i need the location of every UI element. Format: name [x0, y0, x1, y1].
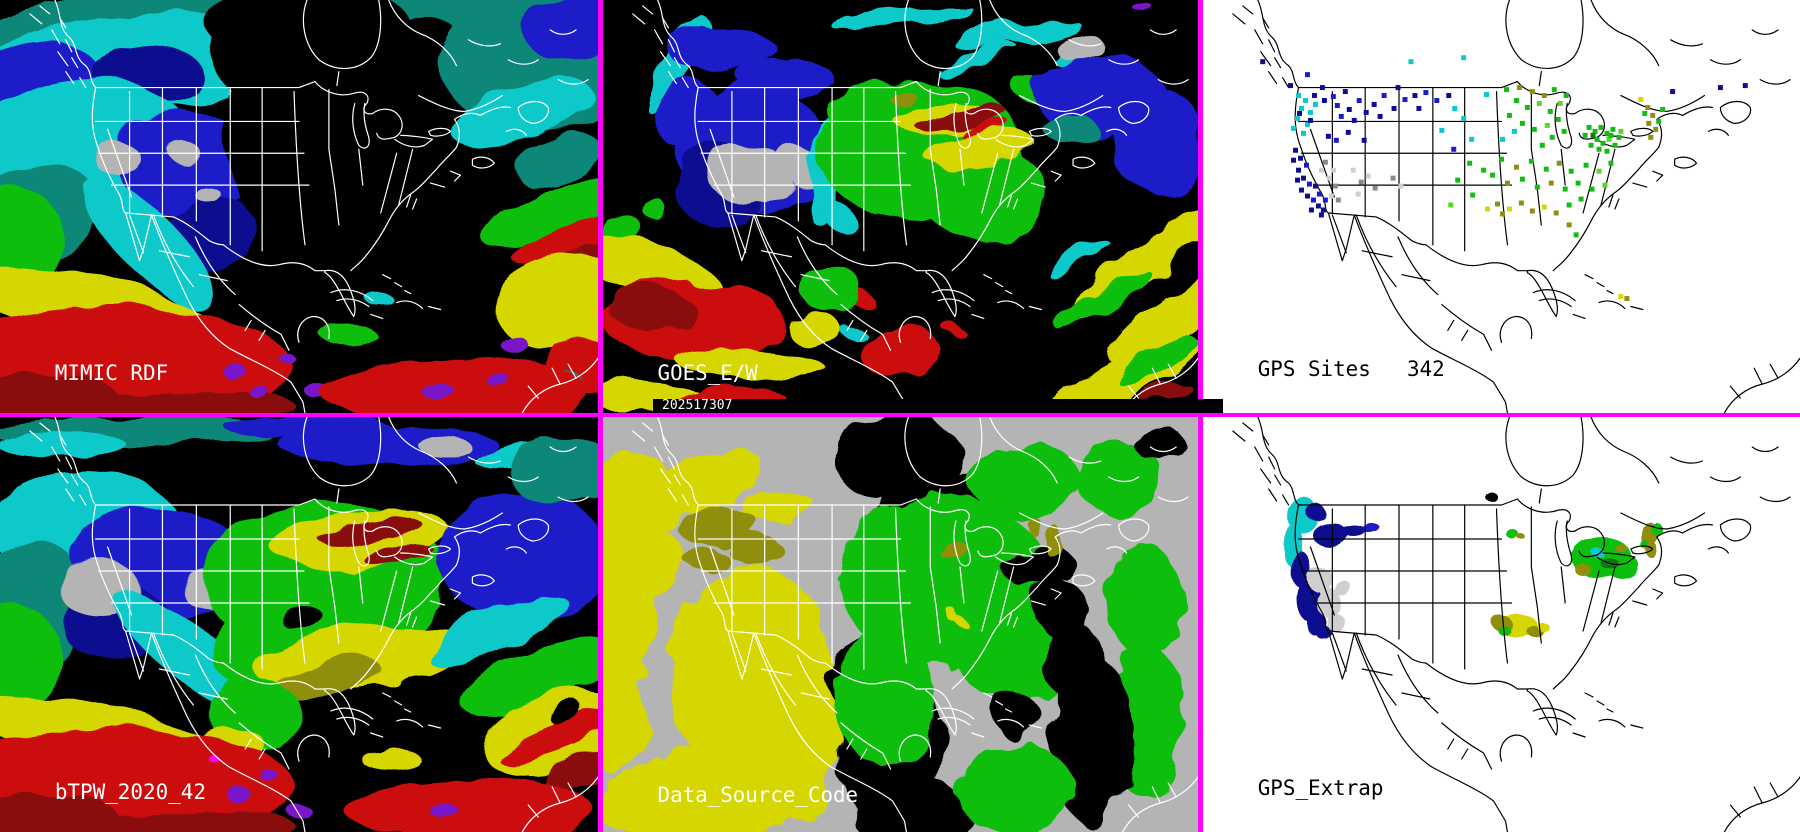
panel-label-goes: GOES_E/W: [658, 361, 759, 385]
goes-ew-map-image: GOES_E/W: [603, 0, 1198, 413]
panel-gps-extrap[interactable]: GPS_Extrap: [1203, 417, 1800, 832]
panel-goes-ew[interactable]: GOES_E/W: [603, 0, 1198, 413]
panel-background: [1203, 0, 1800, 413]
timestamp-text: 202517307: [662, 398, 733, 413]
panel-gps-sites[interactable]: GPS Sites 342: [1203, 0, 1800, 413]
data-source-map-image: Data_Source_Code: [603, 417, 1198, 832]
btpw-map-image: bTPW_2020_42: [0, 417, 598, 832]
gps-site-markers: [1260, 55, 1748, 302]
panel-label-gps-extrap: GPS_Extrap: [1258, 776, 1384, 800]
gps-sites-map-image: GPS Sites 342: [1203, 0, 1800, 413]
tpw-imagery: [0, 0, 598, 413]
gps-sites-count: 342: [1407, 357, 1445, 381]
panel-label-gps-sites: GPS Sites: [1258, 357, 1371, 381]
panel-label-data-source: Data_Source_Code: [658, 783, 859, 807]
panel-label-mimic: MIMIC RDF: [55, 361, 168, 385]
panel-data-source-code[interactable]: Data_Source_Code: [603, 417, 1198, 832]
panel-btpw[interactable]: bTPW_2020_42: [0, 417, 598, 832]
mimic-rdf-map-image: MIMIC RDF: [0, 0, 598, 413]
btpw-imagery: [0, 417, 598, 832]
panel-mimic-rdf[interactable]: MIMIC RDF: [0, 0, 598, 413]
gps-extrap-map-image: GPS_Extrap: [1203, 417, 1800, 832]
timestamp-bar: 202517307: [653, 399, 1223, 413]
panel-label-btpw: bTPW_2020_42: [55, 780, 206, 804]
